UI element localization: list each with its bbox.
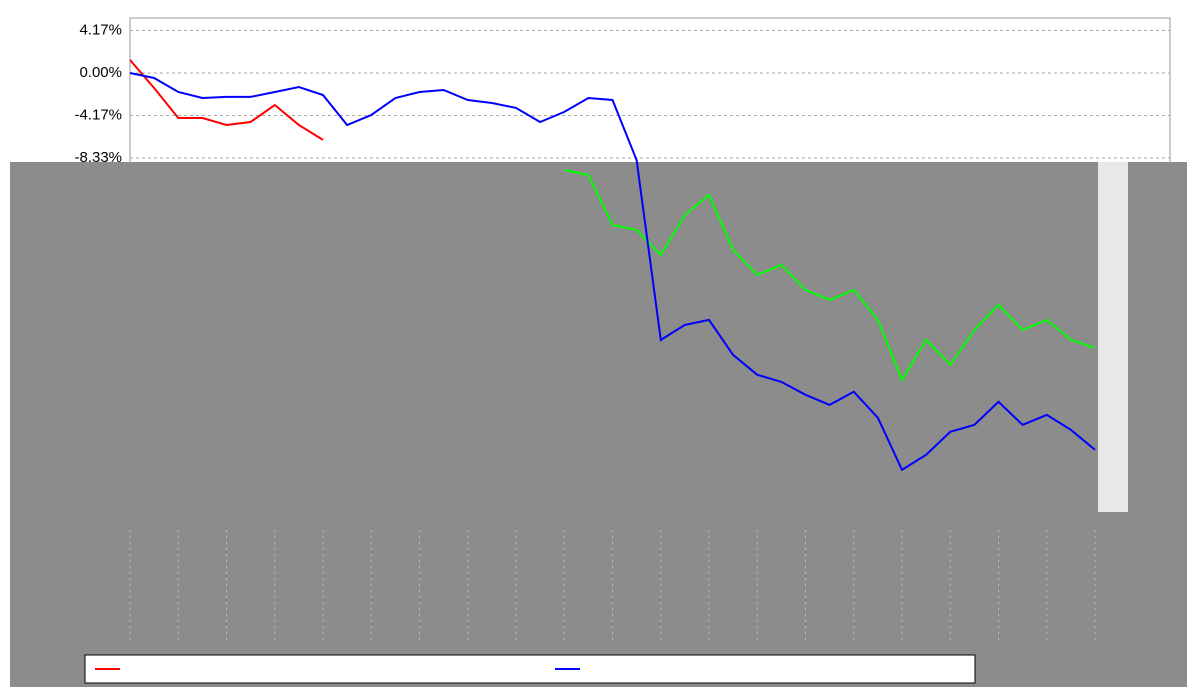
y-tick-label: 4.17% [79,21,122,38]
right-strip [1098,162,1128,512]
legend [85,655,975,683]
y-tick-label: 0.00% [79,64,122,81]
y-tick-label: -4.17% [74,106,122,123]
y-tick-label: -8.33% [74,149,122,166]
corrupted-region [10,162,1187,687]
chart: 4.17% 0.00% -4.17% -8.33% [0,0,1187,687]
page: 4.17%0.00%-4.17%-8.33% (() => { const da… [0,0,1187,687]
